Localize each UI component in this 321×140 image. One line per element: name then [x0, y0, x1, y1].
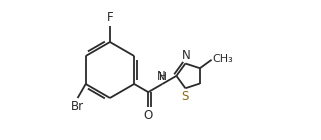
Text: Br: Br [71, 100, 84, 113]
Text: S: S [181, 90, 189, 103]
Text: CH₃: CH₃ [213, 54, 233, 64]
Text: H: H [159, 72, 167, 82]
Text: N: N [157, 70, 166, 83]
Text: N: N [182, 49, 191, 62]
Text: F: F [107, 11, 113, 24]
Text: O: O [143, 109, 153, 122]
